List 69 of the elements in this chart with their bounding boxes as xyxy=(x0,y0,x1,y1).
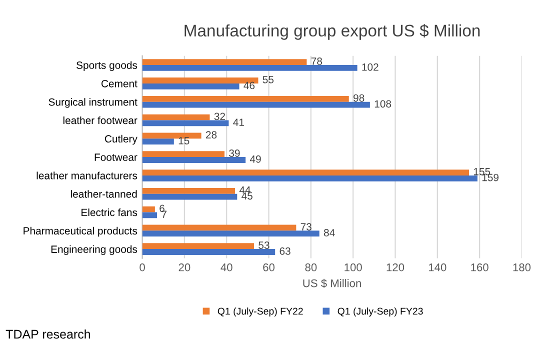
x-tick-label: 180 xyxy=(513,263,531,272)
y-tick-label: Cutlery xyxy=(104,134,138,145)
y-tick-label: Sports goods xyxy=(76,61,138,71)
data-label: 98 xyxy=(354,94,364,102)
data-label: 15 xyxy=(178,137,190,144)
x-tick-label: 0 xyxy=(140,263,145,272)
x-tick-label: 80 xyxy=(305,263,317,272)
bar xyxy=(142,212,158,218)
data-label: 108 xyxy=(374,100,392,108)
y-tick-label: Surgical instrument xyxy=(48,98,138,108)
data-label: 102 xyxy=(362,63,378,71)
data-label: 28 xyxy=(206,131,217,138)
y-tick-label: Cement xyxy=(101,80,138,88)
data-label: 32 xyxy=(214,112,225,120)
bar xyxy=(142,206,155,212)
data-label: 155 xyxy=(474,168,490,176)
x-tick-label: 120 xyxy=(386,263,404,272)
bar xyxy=(142,175,478,182)
y-tick-label: Electric fans xyxy=(82,208,138,216)
data-label: 159 xyxy=(482,174,499,182)
x-tick-label: 100 xyxy=(344,263,362,272)
bar xyxy=(142,83,240,90)
data-label: 63 xyxy=(280,247,290,255)
bar xyxy=(142,170,470,176)
bar xyxy=(142,157,246,163)
data-label: 7 xyxy=(162,210,166,218)
legend-label: Q1 (July-Sep) FY23 xyxy=(338,307,423,317)
x-tick-label: 60 xyxy=(263,263,275,272)
data-label: 45 xyxy=(242,192,252,200)
bar xyxy=(142,230,320,237)
bar xyxy=(142,138,174,145)
chart-title: Manufacturing group export US $ Million xyxy=(184,24,480,40)
data-label: 78 xyxy=(311,58,322,65)
data-label: 41 xyxy=(233,118,244,126)
data-label: 44 xyxy=(239,186,250,194)
bar xyxy=(142,78,258,84)
data-label: 39 xyxy=(229,150,240,157)
bar xyxy=(142,224,296,231)
y-tick-label: leather footwear xyxy=(63,116,138,124)
bar xyxy=(142,114,210,120)
y-tick-label: Pharmaceutical products xyxy=(24,226,138,237)
x-axis-title: US $ Million xyxy=(303,278,361,288)
bar xyxy=(142,65,358,71)
bar xyxy=(142,59,307,66)
bar xyxy=(142,96,349,102)
x-tick-label: 40 xyxy=(220,263,232,272)
y-tick-label: leather-tanned xyxy=(70,190,137,198)
y-tick-label: Footwear xyxy=(94,154,138,161)
bar xyxy=(142,120,229,126)
data-label: 55 xyxy=(262,76,274,84)
bar xyxy=(142,188,236,194)
x-tick-label: 140 xyxy=(428,263,446,272)
bar xyxy=(142,194,238,200)
legend-label: Q1 (July-Sep) FY22 xyxy=(218,307,303,317)
data-label: 53 xyxy=(258,242,270,249)
data-label: 73 xyxy=(300,223,312,231)
x-tick-label: 20 xyxy=(178,263,190,272)
data-label: 49 xyxy=(250,155,261,163)
text: TDAP research xyxy=(6,329,90,339)
data-label: 84 xyxy=(324,229,335,236)
bar xyxy=(142,102,370,108)
bar xyxy=(142,132,202,139)
bar xyxy=(142,249,276,255)
y-tick-label: Engineering goods xyxy=(51,245,138,255)
x-tick-label: 160 xyxy=(471,263,488,272)
bar xyxy=(142,243,254,250)
bar xyxy=(142,151,224,158)
data-label: 46 xyxy=(244,82,255,90)
y-tick-label: leather manufacturers xyxy=(36,172,138,180)
